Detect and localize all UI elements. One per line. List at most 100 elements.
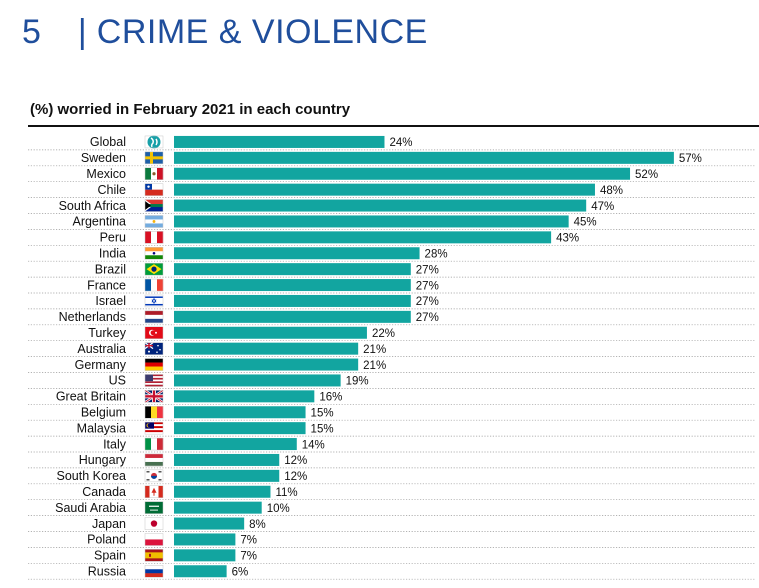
category-label: Australia [77,342,126,356]
bar [174,231,552,244]
category-label: Turkey [88,326,126,340]
bar [174,342,359,355]
data-label: 57% [679,153,702,165]
category-label: South Africa [59,199,126,213]
category-label: Germany [75,358,127,372]
bar [174,565,227,578]
flag-chile-icon [144,183,164,196]
category-label: Italy [103,437,127,451]
bar [174,294,411,307]
category-label: Argentina [72,215,126,229]
category-label: South Korea [57,469,127,483]
chart-title: (%) worried in February 2021 in each cou… [30,101,351,118]
category-label: Global [90,135,126,149]
category-label: Malaysia [77,421,126,435]
category-label: Belgium [81,405,126,419]
page-header: 5 | CRIME & VIOLENCE [22,10,428,54]
data-label: 27% [416,280,439,292]
category-label: Saudi Arabia [55,501,126,515]
data-label: 7% [240,535,257,547]
flag-peru-icon [144,231,164,244]
flag-argentina-icon [144,215,164,228]
category-label: Peru [100,231,126,245]
bar [174,310,411,323]
header-separator: | [77,12,87,51]
category-label: Great Britain [56,390,126,404]
section-number: 5 [22,12,42,51]
bar [174,485,271,498]
data-label: 6% [232,566,249,578]
data-label: 45% [574,217,597,229]
section-title: CRIME & VIOLENCE [96,12,428,51]
flag-malaysia-icon [144,421,164,435]
bar [174,247,420,260]
category-label: Canada [82,485,126,499]
category-label: Mexico [86,167,126,181]
category-label: US [109,374,126,388]
flag-russia-icon [144,565,164,578]
bar [174,390,315,403]
category-label: Japan [92,517,126,531]
data-label: 16% [319,392,342,404]
data-label: 48% [600,185,623,197]
category-label: Chile [98,183,127,197]
bar [174,183,595,196]
bar [174,151,674,164]
data-label: 8% [249,519,266,531]
bar [174,358,359,371]
flag-mexico-icon [144,167,164,180]
data-label: 52% [635,169,658,181]
bar [174,167,631,180]
flag-israel-icon [144,294,164,308]
flag-belgium-icon [144,406,164,419]
data-label: 15% [311,407,334,419]
data-label: 47% [591,201,614,213]
flag-spain-icon [144,549,164,562]
data-label: 22% [372,328,395,340]
bar [174,533,236,546]
flag-us-icon [144,374,164,387]
globe-icon [144,135,164,149]
data-label: 21% [363,344,386,356]
bar [174,135,385,148]
bar [174,374,341,387]
flag-hungary-icon [144,453,164,467]
flag-sweden-icon [144,151,164,165]
bar [174,453,280,466]
category-label: Netherlands [59,310,126,324]
data-label: 10% [267,503,290,515]
category-label: Poland [87,533,126,547]
category-label: Brazil [95,262,126,276]
category-label: France [87,278,126,292]
data-label: 27% [416,312,439,324]
flag-saudi-arabia-icon [144,501,164,514]
category-label: Spain [94,549,126,563]
data-label: 21% [363,360,386,372]
category-label: Israel [95,294,126,308]
data-label: 19% [346,376,369,388]
data-label: 12% [284,455,307,467]
flag-poland-icon [144,533,164,546]
data-label: 27% [416,296,439,308]
flag-australia-icon [144,342,164,355]
category-label: India [99,246,126,260]
bar [174,326,367,339]
flag-turkey-icon [144,326,164,339]
flag-canada-icon [144,485,164,498]
flag-south-africa-icon [144,199,164,212]
bar [174,199,587,212]
data-label: 15% [311,423,334,435]
flag-japan-icon [144,517,164,530]
flag-france-icon [144,278,164,292]
data-label: 43% [556,233,579,245]
bar [174,469,280,482]
flag-great-britain-icon [144,389,164,404]
data-label: 12% [284,471,307,483]
category-label: Hungary [79,453,127,467]
data-label: 24% [389,137,412,149]
bar [174,517,245,530]
data-label: 28% [425,248,448,260]
flag-italy-icon [144,437,164,451]
bar [174,279,411,292]
